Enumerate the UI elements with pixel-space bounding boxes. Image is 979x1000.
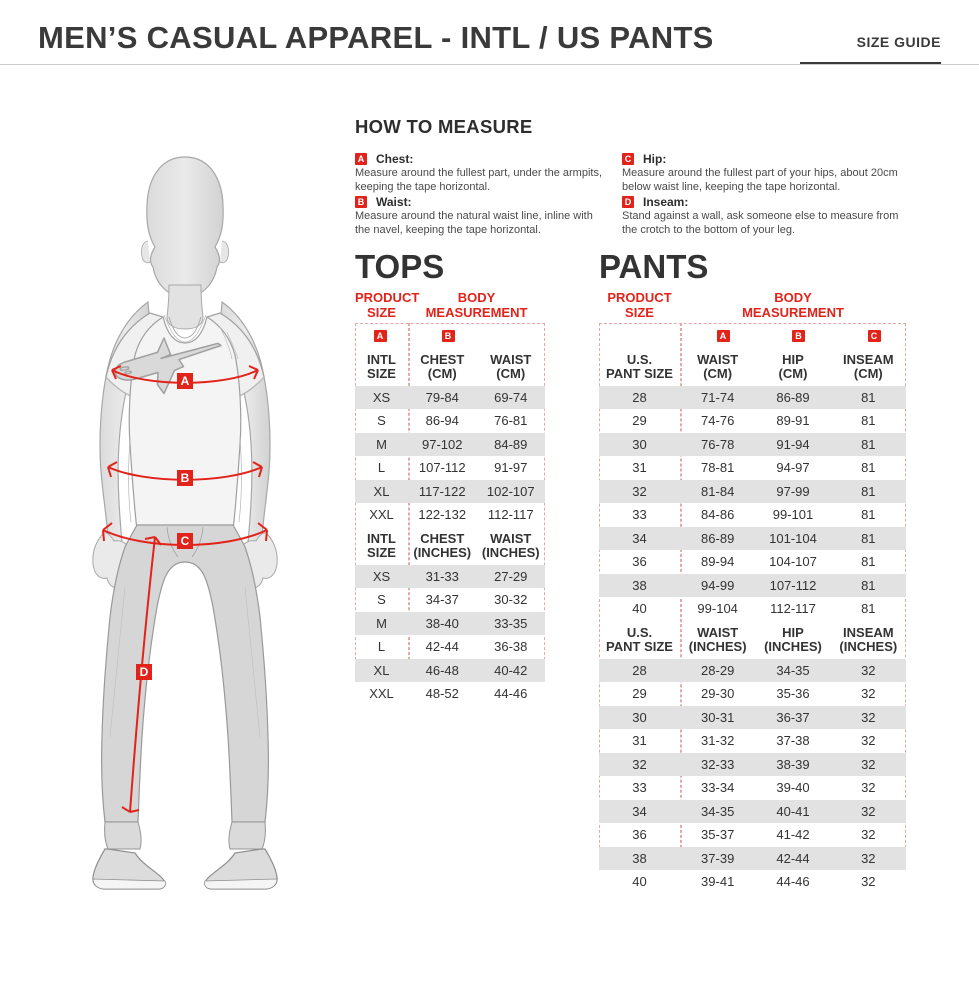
svg-text:D: D <box>140 665 149 679</box>
svg-text:C: C <box>181 534 190 548</box>
svg-text:B: B <box>181 471 190 485</box>
svg-text:A: A <box>181 374 190 388</box>
